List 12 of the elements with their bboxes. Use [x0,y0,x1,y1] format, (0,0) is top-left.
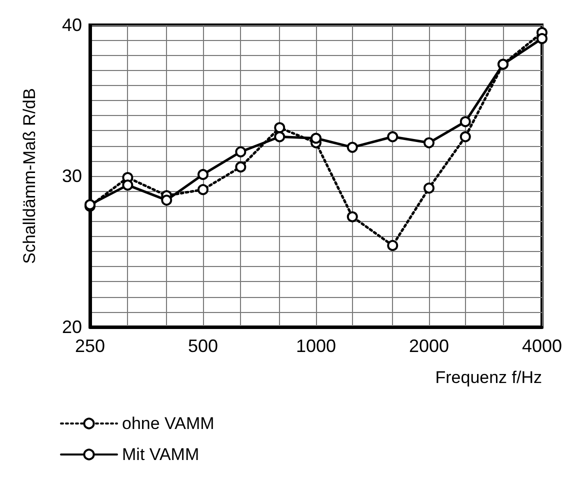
x-tick-label: 500 [188,336,218,356]
x-tick-label: 1000 [296,336,336,356]
legend-label: Mit VAMM [122,445,200,464]
x-axis-title: Frequenz f/Hz [435,368,542,387]
y-tick-label: 40 [62,15,82,35]
x-tick-label: 4000 [522,336,562,356]
y-axis-title: Schalldämm-Maß R/dB [20,88,39,264]
y-tick-label: 30 [62,166,82,186]
x-tick-label: 250 [74,336,106,356]
x-tick-label: 2000 [408,336,450,356]
legend-label: ohne VAMM [122,414,214,433]
y-tick-label: 20 [62,317,82,337]
